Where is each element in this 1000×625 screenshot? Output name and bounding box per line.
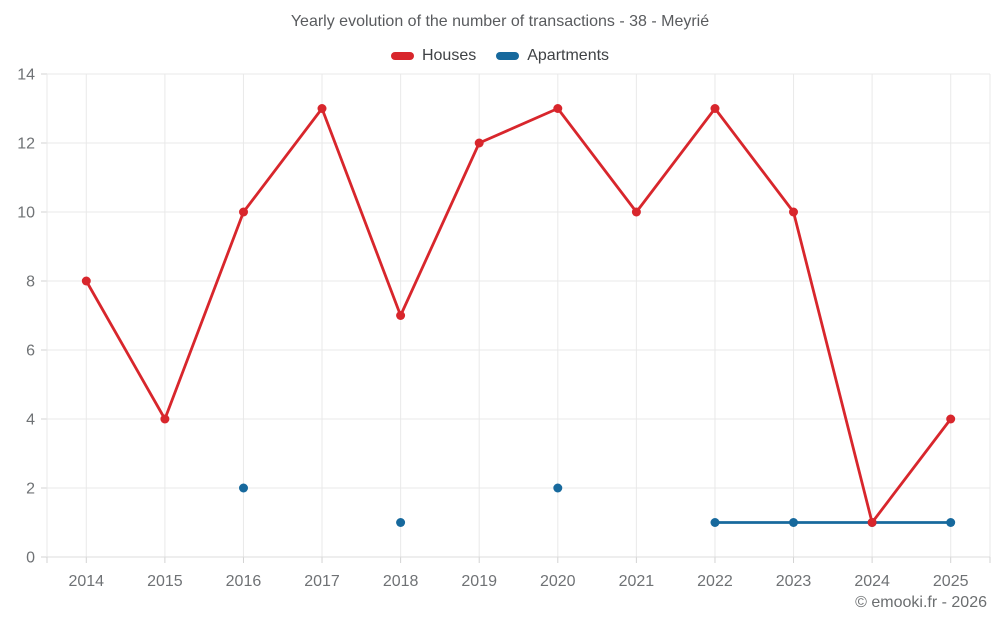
x-axis-label: 2015 bbox=[147, 573, 183, 590]
data-point[interactable] bbox=[396, 518, 406, 527]
copyright-text: © emooki.fr - 2026 bbox=[855, 594, 987, 611]
y-axis-label: 0 bbox=[26, 550, 35, 567]
chart-title: Yearly evolution of the number of transa… bbox=[290, 13, 710, 30]
y-axis-label: 4 bbox=[26, 412, 35, 429]
data-point[interactable] bbox=[474, 138, 484, 148]
x-axis-label: 2018 bbox=[383, 573, 419, 590]
x-axis-label: 2024 bbox=[854, 573, 890, 590]
x-axis-label: 2014 bbox=[68, 573, 104, 590]
y-axis-label: 2 bbox=[26, 481, 35, 498]
x-axis-label: 2017 bbox=[304, 573, 340, 590]
legend-label: Houses bbox=[421, 47, 477, 64]
y-axis-label: 12 bbox=[17, 136, 35, 153]
data-point[interactable] bbox=[946, 414, 956, 424]
y-axis-label: 6 bbox=[26, 343, 35, 360]
x-axis-label: 2016 bbox=[226, 573, 262, 590]
legend-swatch-icon bbox=[496, 52, 520, 60]
data-point[interactable] bbox=[553, 104, 563, 113]
data-point[interactable] bbox=[553, 483, 563, 493]
x-axis-label: 2023 bbox=[776, 573, 812, 590]
series-line bbox=[84, 107, 953, 524]
chart-legend: Houses Apartments bbox=[0, 45, 1000, 67]
data-point[interactable] bbox=[710, 518, 720, 527]
series-houses bbox=[81, 104, 956, 527]
data-point[interactable] bbox=[710, 104, 720, 113]
legend-swatch-icon bbox=[390, 52, 414, 60]
y-axis-label: 14 bbox=[17, 67, 35, 84]
x-grid-and-labels: 2014 2015 2016 2017 2018 2019 2020 2021 2022 2023… bbox=[46, 74, 991, 590]
x-axis-label: 2019 bbox=[461, 573, 497, 590]
data-point[interactable] bbox=[789, 207, 798, 217]
data-point[interactable] bbox=[946, 518, 956, 527]
legend-item-houses[interactable]: Houses bbox=[390, 47, 477, 65]
data-point[interactable] bbox=[867, 518, 877, 527]
data-point[interactable] bbox=[317, 104, 327, 113]
y-grid-and-labels: 0 2 4 6 8 10 12 14 bbox=[17, 67, 990, 567]
data-point[interactable] bbox=[160, 414, 170, 424]
x-axis-label: 2022 bbox=[697, 573, 733, 590]
legend-item-apartments[interactable]: Apartments bbox=[496, 47, 609, 65]
y-axis-label: 8 bbox=[26, 274, 35, 291]
data-point[interactable] bbox=[239, 483, 248, 493]
data-point[interactable] bbox=[789, 518, 798, 527]
y-axis-label: 10 bbox=[17, 205, 35, 222]
legend-label: Apartments bbox=[527, 47, 610, 64]
data-point[interactable] bbox=[81, 276, 91, 286]
x-axis-label: 2020 bbox=[540, 573, 576, 590]
data-point[interactable] bbox=[239, 207, 248, 217]
data-point[interactable] bbox=[396, 311, 406, 320]
series-apartments bbox=[239, 483, 956, 527]
x-axis-label: 2021 bbox=[619, 573, 655, 590]
data-point[interactable] bbox=[631, 207, 641, 217]
x-axis-label: 2025 bbox=[933, 573, 969, 590]
